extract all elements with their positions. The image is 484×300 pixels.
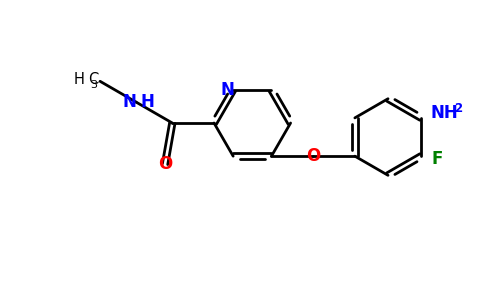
Text: NH: NH	[430, 104, 458, 122]
Text: N: N	[122, 93, 136, 111]
Text: 2: 2	[454, 102, 463, 116]
Text: 3: 3	[90, 80, 97, 90]
Text: C: C	[88, 72, 98, 87]
Text: H: H	[140, 93, 154, 111]
Text: N: N	[220, 81, 234, 99]
Text: H: H	[74, 72, 84, 87]
Text: F: F	[432, 150, 443, 168]
Text: O: O	[306, 147, 320, 165]
Text: O: O	[158, 155, 172, 173]
